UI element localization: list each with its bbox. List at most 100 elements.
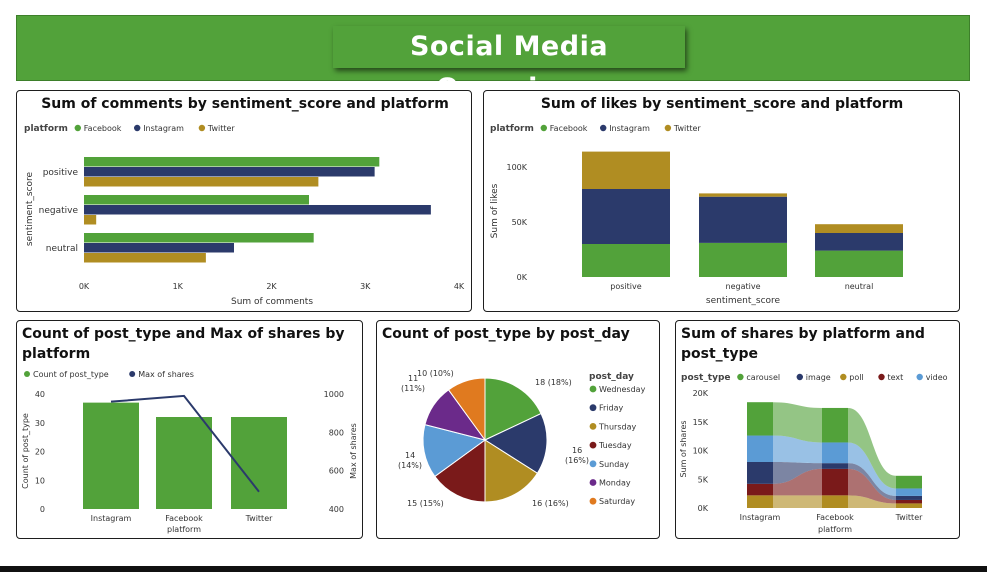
c5-legend-title: post_type (681, 373, 731, 383)
c5-ribbon-text-0 (773, 468, 822, 496)
c5-ribbon-carousel-0 (773, 402, 822, 443)
c5-segment-image-instagram (747, 462, 773, 484)
c2-legend-swatch-0 (540, 124, 547, 132)
c4-data-label-5-line-1: (11%) (401, 384, 425, 393)
c4-legend-swatch-1 (589, 404, 597, 412)
c3-line-max-shares (110, 394, 260, 493)
c3-bar-facebook (156, 417, 212, 509)
c5-segment-video-facebook (822, 442, 848, 464)
c5-ytick-0: 0K (698, 504, 709, 513)
c4-legend-item-6: Saturday (599, 497, 635, 506)
shares-ribbon-chart: Sum of shares by platform andpost_typepo… (679, 326, 948, 534)
c4-legend-item-4: Sunday (599, 460, 629, 469)
c1-xtick-2: 2K (266, 282, 277, 291)
c4-data-label-5-line-0: 11 (408, 374, 418, 383)
c5-ribbon-poll-1 (848, 495, 896, 508)
c1-xtick-4: 4K (454, 282, 465, 291)
c4-legend-item-1: Friday (599, 404, 624, 413)
c5-segment-poll-facebook (822, 495, 848, 508)
c3-legend-item-1: Max of shares (138, 370, 194, 379)
c5-segment-carousel-facebook (822, 407, 848, 443)
c5-category-label-0: Instagram (740, 513, 781, 522)
c3-category-label-0: Instagram (91, 514, 132, 523)
c1-xlabel: Sum of comments (231, 297, 313, 307)
c1-bar-instagram-neutral (84, 243, 234, 253)
c5-ytick-3: 15K (693, 418, 709, 427)
c1-bar-facebook-negative (84, 195, 309, 205)
c4-data-label-0: 18 (18%) (535, 378, 572, 387)
comments-chart: Sum of comments by sentiment_score and p… (24, 96, 465, 307)
c5-ribbon-video-0 (773, 435, 822, 464)
c1-legend-item-2: Twitter (207, 124, 236, 133)
c4-legend-item-5: Monday (599, 479, 631, 488)
c2-bar-instagram-positive (582, 189, 670, 244)
c3-category-label-1: Facebook (165, 514, 203, 523)
c2-legend-swatch-1 (600, 124, 607, 132)
c5-ytick-4: 20K (693, 389, 709, 398)
c4-data-label-4-line-1: (14%) (398, 461, 422, 470)
c5-legend-item-0: carousel (746, 373, 780, 382)
c4-legend-item-3: Tuesday (598, 441, 632, 450)
c5-ribbon-text-1 (848, 468, 896, 504)
bottom-bar (0, 566, 987, 572)
c5-category-label-2: Twitter (895, 513, 924, 522)
c5-segment-image-facebook (822, 463, 848, 469)
c5-ytick-2: 10K (693, 447, 709, 456)
c1-bar-twitter-negative (84, 215, 97, 225)
c5-ylabel: Sum of shares (679, 420, 688, 477)
post-type-shares-card[interactable]: Count of post_type and Max of shares by p… (16, 320, 363, 539)
c3-xlabel: platform (167, 525, 201, 534)
c3-bar-instagram (83, 402, 139, 509)
post-day-pie-card[interactable]: Count of post_type by post_day 18 (18%) 16… (376, 320, 660, 539)
c5-legend-item-4: video (926, 373, 948, 382)
chart-title-line-1: post_type (681, 346, 758, 362)
dashboard-title: Social Media Overview (333, 26, 685, 104)
c3-legend-item-0: Count of post_type (33, 370, 109, 379)
c5-legend-swatch-1 (796, 373, 803, 381)
c3-legend-swatch-1 (129, 371, 136, 377)
shares-ribbon-card[interactable]: Sum of shares by platform and post_type po… (675, 320, 960, 539)
c4-data-label-3: 15 (15%) (407, 499, 444, 508)
c5-ribbon-poll-0 (773, 495, 822, 508)
c4-legend-title: post_day (589, 372, 634, 382)
c1-xtick-3: 3K (360, 282, 371, 291)
c4-legend-item-2: Thursday (598, 422, 636, 431)
c2-bar-twitter-neutral (815, 224, 903, 233)
c1-xtick-0: 0K (79, 282, 90, 291)
c5-segment-image-twitter (896, 495, 922, 500)
c2-bar-twitter-negative (699, 193, 787, 197)
c4-legend-swatch-5 (589, 479, 597, 486)
c2-ytick-2: 100K (506, 163, 527, 172)
comments-chart-card[interactable]: Sum of comments by sentiment_score and p… (16, 90, 472, 312)
c4-data-label-1-line-0: 16 (572, 446, 582, 455)
c5-legend-swatch-0 (737, 373, 744, 381)
c1-bar-twitter-positive (84, 177, 319, 187)
chart-title-line-0: Sum of shares by platform and (681, 326, 925, 342)
c2-category-label-2: neutral (845, 282, 874, 291)
c5-segment-poll-twitter (896, 503, 922, 508)
c3-ytick-right-1: 600 (329, 467, 344, 476)
c2-legend-swatch-2 (664, 124, 672, 132)
c3-category-label-2: Twitter (245, 514, 274, 523)
c1-bar-facebook-positive (84, 157, 380, 167)
chart-title-line-1: platform (22, 346, 90, 362)
c1-category-label-1: negative (39, 206, 79, 216)
c4-legend-swatch-3 (589, 441, 597, 449)
c5-segment-carousel-instagram (747, 402, 773, 436)
c2-legend-item-1: Instagram (609, 124, 650, 133)
likes-chart-card[interactable]: Sum of likes by sentiment_score and plat… (483, 90, 960, 312)
c5-segment-carousel-twitter (896, 475, 922, 489)
chart-title-line-0: Count of post_type and Max of shares by (22, 326, 345, 342)
c2-ytick-0: 0K (517, 273, 528, 282)
likes-chart: Sum of likes by sentiment_score and plat… (490, 96, 903, 306)
post-day-pie-chart: Count of post_type by post_day 18 (18%) 16… (382, 326, 646, 508)
c3-ytick-right-0: 400 (329, 505, 344, 514)
c5-category-label-1: Facebook (816, 513, 854, 522)
c5-legend-swatch-2 (840, 373, 847, 381)
c1-legend-swatch-1 (134, 124, 141, 132)
c4-data-label-2: 16 (16%) (532, 499, 569, 508)
c2-category-label-0: positive (610, 282, 641, 291)
c3-ytick-left-3: 30 (35, 419, 45, 428)
c2-bar-facebook-positive (582, 244, 670, 277)
c5-legend-item-1: image (806, 373, 831, 382)
